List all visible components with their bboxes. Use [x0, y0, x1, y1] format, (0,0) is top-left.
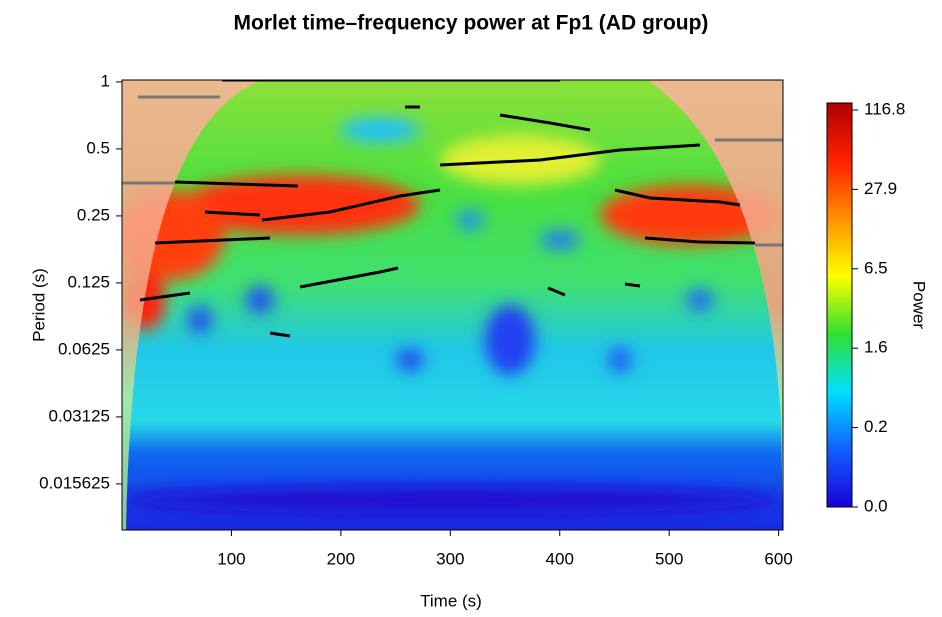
y-tick-label: 0.25 — [77, 205, 110, 224]
y-tick-label: 0.03125 — [49, 406, 110, 425]
x-tick-label: 400 — [546, 549, 574, 568]
chart-title: Morlet time–frequency power at Fp1 (AD g… — [234, 12, 709, 35]
y-tick-label: 0.0625 — [58, 339, 110, 358]
x-tick-label: 300 — [436, 549, 464, 568]
y-tick-label: 1 — [101, 71, 110, 90]
colorbar-tick-label: 6.5 — [864, 258, 888, 277]
plot-frame — [121, 79, 784, 531]
colorbar-tick-label: 0.2 — [864, 417, 888, 436]
x-tick-label: 100 — [217, 549, 245, 568]
heatmap — [122, 80, 783, 530]
colorbar-tick-label: 27.9 — [864, 179, 897, 198]
colorbar-tick-label: 1.6 — [864, 338, 888, 357]
colorbar — [826, 102, 853, 508]
y-axis-label: Period (s) — [29, 268, 48, 342]
colorbar-label: Power — [910, 281, 929, 330]
colorbar-tick-label: 0.0 — [864, 496, 888, 515]
y-tick-label: 0.125 — [67, 272, 110, 291]
x-tick-label: 600 — [764, 549, 792, 568]
y-tick-label: 0.5 — [86, 138, 110, 157]
x-tick-label: 200 — [327, 549, 355, 568]
x-tick-label: 500 — [655, 549, 683, 568]
x-axis-label: Time (s) — [420, 591, 482, 610]
y-tick-label: 0.015625 — [39, 473, 110, 492]
colorbar-tick-label: 116.8 — [864, 99, 905, 118]
